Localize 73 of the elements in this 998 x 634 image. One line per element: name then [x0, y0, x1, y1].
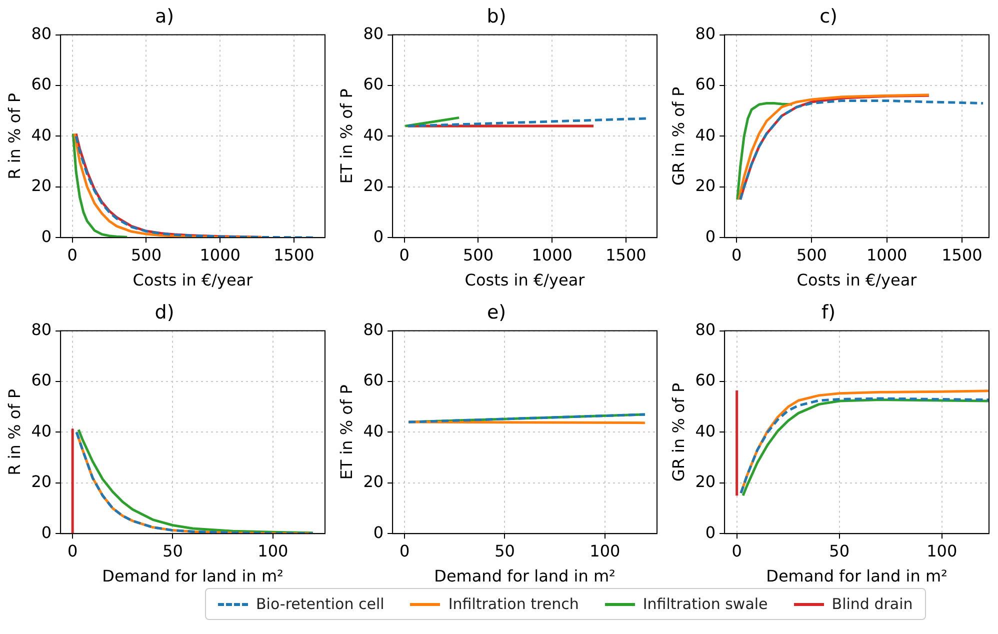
y-axis-title: ET in % of P [336, 384, 356, 480]
x-tick-label: 1000 [532, 245, 572, 264]
x-tick-label: 100 [258, 541, 288, 560]
y-tick-label: 60 [363, 370, 384, 390]
chart-title: b) [486, 5, 506, 28]
y-tick-label: 80 [31, 24, 52, 43]
y-tick-label: 0 [41, 226, 52, 246]
x-tick-label: 0 [399, 541, 410, 560]
y-tick-label: 20 [31, 176, 52, 196]
x-tick-label: 500 [796, 245, 827, 264]
y-tick-label: 80 [31, 320, 52, 339]
legend-label: Blind drain [832, 595, 913, 613]
x-axis-title: Costs in €/year [464, 270, 586, 290]
x-tick-label: 0 [399, 245, 410, 264]
x-tick-label: 50 [829, 541, 850, 560]
y-tick-label: 80 [695, 24, 716, 43]
y-tick-label: 40 [363, 125, 384, 144]
y-tick-label: 20 [695, 176, 716, 196]
chart-title: e) [486, 301, 506, 324]
y-tick-label: 60 [31, 370, 52, 390]
y-tick-label: 60 [363, 74, 384, 94]
x-axis-title: Demand for land in m² [102, 566, 284, 586]
x-tick-label: 0 [67, 245, 78, 264]
x-tick-label: 1000 [866, 245, 908, 264]
y-tick-label: 60 [31, 74, 52, 94]
y-axis-title: GR in % of P [668, 86, 688, 186]
x-axis-title: Costs in €/year [132, 270, 254, 290]
y-tick-label: 60 [695, 74, 716, 94]
x-tick-label: 500 [462, 245, 494, 264]
legend-label: Infiltration swale [642, 595, 768, 613]
y-tick-label: 0 [373, 522, 384, 542]
y-axis-title: R in % of P [4, 388, 24, 476]
x-tick-label: 1500 [606, 245, 646, 264]
y-tick-label: 0 [705, 522, 716, 542]
y-tick-label: 40 [695, 421, 716, 440]
y-tick-label: 20 [31, 472, 52, 492]
x-tick-label: 0 [67, 541, 78, 560]
y-tick-label: 80 [363, 320, 384, 339]
x-tick-label: 1500 [274, 245, 314, 264]
legend-label: Infiltration trench [448, 595, 579, 613]
x-tick-label: 0 [732, 541, 742, 560]
x-tick-label: 50 [162, 541, 183, 560]
y-tick-label: 40 [695, 125, 716, 144]
x-tick-label: 0 [731, 245, 742, 264]
y-tick-label: 40 [31, 421, 52, 440]
y-tick-label: 0 [373, 226, 384, 246]
y-tick-label: 40 [31, 125, 52, 144]
x-axis-title: Costs in €/year [796, 270, 918, 290]
chart-title: d) [154, 301, 174, 324]
y-tick-label: 20 [695, 472, 716, 492]
x-axis-title: Demand for land in m² [766, 566, 948, 586]
x-tick-label: 1500 [942, 245, 982, 264]
y-tick-label: 60 [695, 370, 716, 390]
x-tick-label: 100 [590, 541, 620, 560]
y-axis-title: ET in % of P [336, 88, 356, 184]
chart-title: a) [154, 5, 174, 28]
y-axis-title: R in % of P [4, 92, 24, 180]
x-axis-title: Demand for land in m² [434, 566, 616, 586]
x-tick-label: 50 [494, 541, 515, 560]
y-tick-label: 80 [695, 320, 716, 339]
y-tick-label: 20 [363, 176, 384, 196]
y-tick-label: 20 [363, 472, 384, 492]
x-tick-label: 100 [926, 541, 958, 560]
chart-title: c) [820, 5, 838, 28]
y-tick-label: 0 [705, 226, 716, 246]
y-tick-label: 40 [363, 421, 384, 440]
y-tick-label: 0 [41, 522, 52, 542]
legend-label: Bio-retention cell [256, 595, 384, 613]
x-tick-label: 1000 [200, 245, 240, 264]
y-axis-title: GR in % of P [668, 382, 688, 482]
x-tick-label: 500 [130, 245, 162, 264]
y-tick-label: 80 [363, 24, 384, 43]
chart-title: f) [821, 301, 836, 324]
